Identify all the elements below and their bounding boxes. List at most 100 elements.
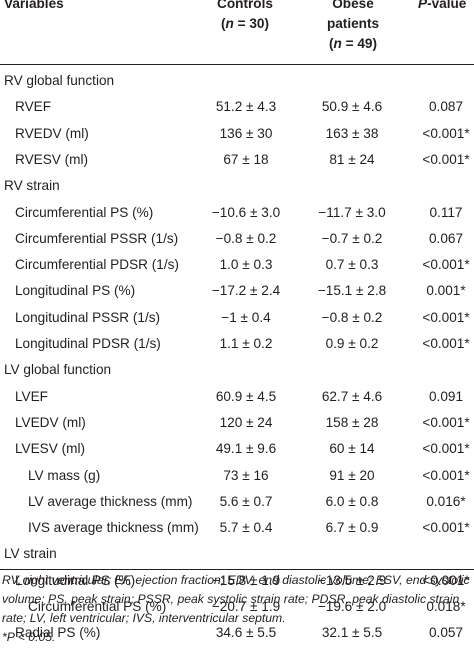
- header-controls-n: (n = 30): [221, 16, 269, 31]
- obese-value: 0.9 ± 0.2: [325, 336, 379, 351]
- row-label: Circumferential PS (%): [28, 599, 167, 614]
- row-label: LV average thickness (mm): [28, 493, 193, 509]
- row-label: LVESV (ml): [15, 441, 85, 457]
- abbreviations-footnote: RV, right ventricular; EF, ejection frac…: [2, 573, 470, 625]
- row-label: Longitudinal PDSR (1/s): [15, 336, 161, 351]
- p-value: <0.001*: [422, 467, 470, 483]
- obese-value: 32.1 ± 5.5: [321, 625, 383, 641]
- row-label: LV global function: [4, 362, 112, 378]
- footer-divider: [0, 569, 474, 570]
- header-controls-title: Controls: [217, 0, 273, 11]
- controls-value: 5.7 ± 0.4: [219, 520, 273, 536]
- table-row: Circumferential PS (%) −20.7 ± 1.9 −19.6 ±…: [0, 594, 474, 620]
- p-value: <0.001*: [422, 257, 470, 273]
- table-row: Circumferential PSSR (1/s) −0.8 ± 0.2 −0.7…: [0, 226, 474, 252]
- obese-value: 50.9 ± 4.6: [321, 99, 383, 115]
- table-row: Longitudinal PSSR (1/s) −1 ± 0.4 −0.8 ± 0.…: [0, 305, 474, 331]
- controls-value: 1.0 ± 0.3: [219, 257, 273, 273]
- table-row: LV average thickness (mm) 5.6 ± 0.7 6.0 ± …: [0, 489, 474, 515]
- table-row: IVS average thickness (mm) 5.7 ± 0.4 6.7 ±…: [0, 515, 474, 541]
- p-value: 0.001*: [426, 283, 466, 299]
- obese-value: 60 ± 14: [329, 441, 375, 457]
- row-label: Longitudinal PSSR (1/s): [15, 309, 161, 325]
- p-value: 0.057: [428, 625, 464, 641]
- table-row: LV strain: [0, 541, 474, 567]
- controls-value: −20.7 ± 1.9: [211, 599, 281, 614]
- p-value: 0.018*: [426, 599, 466, 614]
- table-row: RVEDV (ml) 136 ± 30 163 ± 38 <0.001*: [0, 121, 474, 147]
- obese-value: −0.8 ± 0.2: [321, 309, 383, 325]
- row-label: LV strain: [4, 546, 57, 562]
- controls-value: 73 ± 16: [223, 467, 269, 483]
- row-label: RVEDV (ml): [15, 125, 89, 141]
- controls-value: 5.6 ± 0.7: [219, 493, 273, 509]
- row-label: Longitudinal PS (%): [15, 572, 136, 588]
- p-value: 0.016*: [426, 493, 466, 509]
- table-row: LVEDV (ml) 120 ± 24 158 ± 28 <0.001*: [0, 410, 474, 436]
- row-label: RVESV (ml): [15, 151, 89, 167]
- row-label: Longitudinal PS (%): [15, 283, 136, 299]
- table-row: Circumferential PS (%) −10.6 ± 3.0 −11.7 ±…: [0, 200, 474, 226]
- controls-value: 1.1 ± 0.2: [219, 336, 273, 351]
- obese-value: 91 ± 20: [329, 467, 375, 483]
- controls-value: 120 ± 24: [219, 414, 273, 430]
- row-label: LVEF: [15, 388, 48, 404]
- controls-value: 49.1 ± 9.6: [215, 441, 277, 457]
- controls-value: 67 ± 18: [223, 151, 269, 167]
- table-row: RVEF 51.2 ± 4.3 50.9 ± 4.6 0.087: [0, 94, 474, 120]
- header-obese-n: (n = 49): [329, 36, 377, 51]
- table-row: LV mass (g) 73 ± 16 91 ± 20 <0.001*: [0, 463, 474, 489]
- obese-value: −0.7 ± 0.2: [321, 230, 383, 246]
- table-row: Longitudinal PS (%) −15.8 ± 1.9 −13.5 ± 2.…: [0, 568, 474, 594]
- obese-value: 6.7 ± 0.9: [325, 520, 379, 536]
- controls-value: 34.6 ± 5.5: [215, 625, 277, 641]
- table-row: Longitudinal PS (%) −17.2 ± 2.4 −15.1 ± 2.…: [0, 278, 474, 304]
- obese-value: −13.5 ± 2.9: [317, 572, 387, 588]
- p-value: <0.001*: [422, 572, 470, 588]
- table-row: RV strain: [0, 173, 474, 199]
- obese-value: 163 ± 38: [325, 125, 379, 141]
- significance-footnote: *P < 0.05.: [2, 630, 56, 644]
- table-row: LVEF 60.9 ± 4.5 62.7 ± 4.6 0.091: [0, 384, 474, 410]
- row-label: LV mass (g): [28, 467, 101, 483]
- row-label: LVEDV (ml): [15, 414, 86, 430]
- table-row: LVESV (ml) 49.1 ± 9.6 60 ± 14 <0.001*: [0, 436, 474, 462]
- p-value: <0.001*: [422, 125, 470, 141]
- header-p-value: P-value: [418, 0, 467, 11]
- header-variables: Variables: [4, 0, 64, 11]
- p-value: <0.001*: [422, 336, 470, 351]
- p-value: <0.001*: [422, 151, 470, 167]
- p-value: 0.091: [428, 388, 464, 404]
- row-label: RVEF: [15, 99, 52, 115]
- header-divider: [0, 64, 474, 65]
- controls-value: −10.6 ± 3.0: [211, 204, 281, 220]
- header-obese: Obese patients (n = 49): [314, 0, 392, 54]
- header-obese-title-2: patients: [326, 16, 380, 31]
- table-row: Radial PS (%) 34.6 ± 5.5 32.1 ± 5.5 0.057: [0, 620, 474, 646]
- controls-value: 51.2 ± 4.3: [215, 99, 277, 115]
- controls-value: −0.8 ± 0.2: [215, 230, 277, 246]
- table-row: RV global function: [0, 68, 474, 94]
- controls-value: −1 ± 0.4: [221, 309, 271, 325]
- table-row: Longitudinal PDSR (1/s) 1.1 ± 0.2 0.9 ± 0.…: [0, 331, 474, 357]
- controls-value: −15.8 ± 1.9: [211, 572, 281, 588]
- controls-value: 60.9 ± 4.5: [215, 388, 277, 404]
- header-obese-title-1: Obese: [332, 0, 374, 11]
- obese-value: −11.7 ± 3.0: [318, 204, 386, 220]
- p-value: 0.067: [428, 230, 464, 246]
- row-label: RV global function: [4, 73, 115, 88]
- obese-value: 158 ± 28: [325, 414, 379, 430]
- p-value: 0.087: [428, 99, 464, 115]
- row-label: IVS average thickness (mm): [28, 520, 199, 536]
- header-controls: Controls (n = 30): [208, 0, 282, 34]
- p-value: <0.001*: [422, 414, 470, 430]
- controls-value: −17.2 ± 2.4: [211, 283, 281, 299]
- table-row: RVESV (ml) 67 ± 18 81 ± 24 <0.001*: [0, 147, 474, 173]
- obese-value: 81 ± 24: [329, 151, 375, 167]
- obese-value: −19.6 ± 2.0: [317, 599, 387, 614]
- obese-value: 62.7 ± 4.6: [321, 388, 383, 404]
- p-value: <0.001*: [422, 441, 470, 457]
- obese-value: 6.0 ± 0.8: [325, 493, 379, 509]
- obese-value: −15.1 ± 2.8: [317, 283, 387, 299]
- row-label: Circumferential PSSR (1/s): [15, 230, 179, 246]
